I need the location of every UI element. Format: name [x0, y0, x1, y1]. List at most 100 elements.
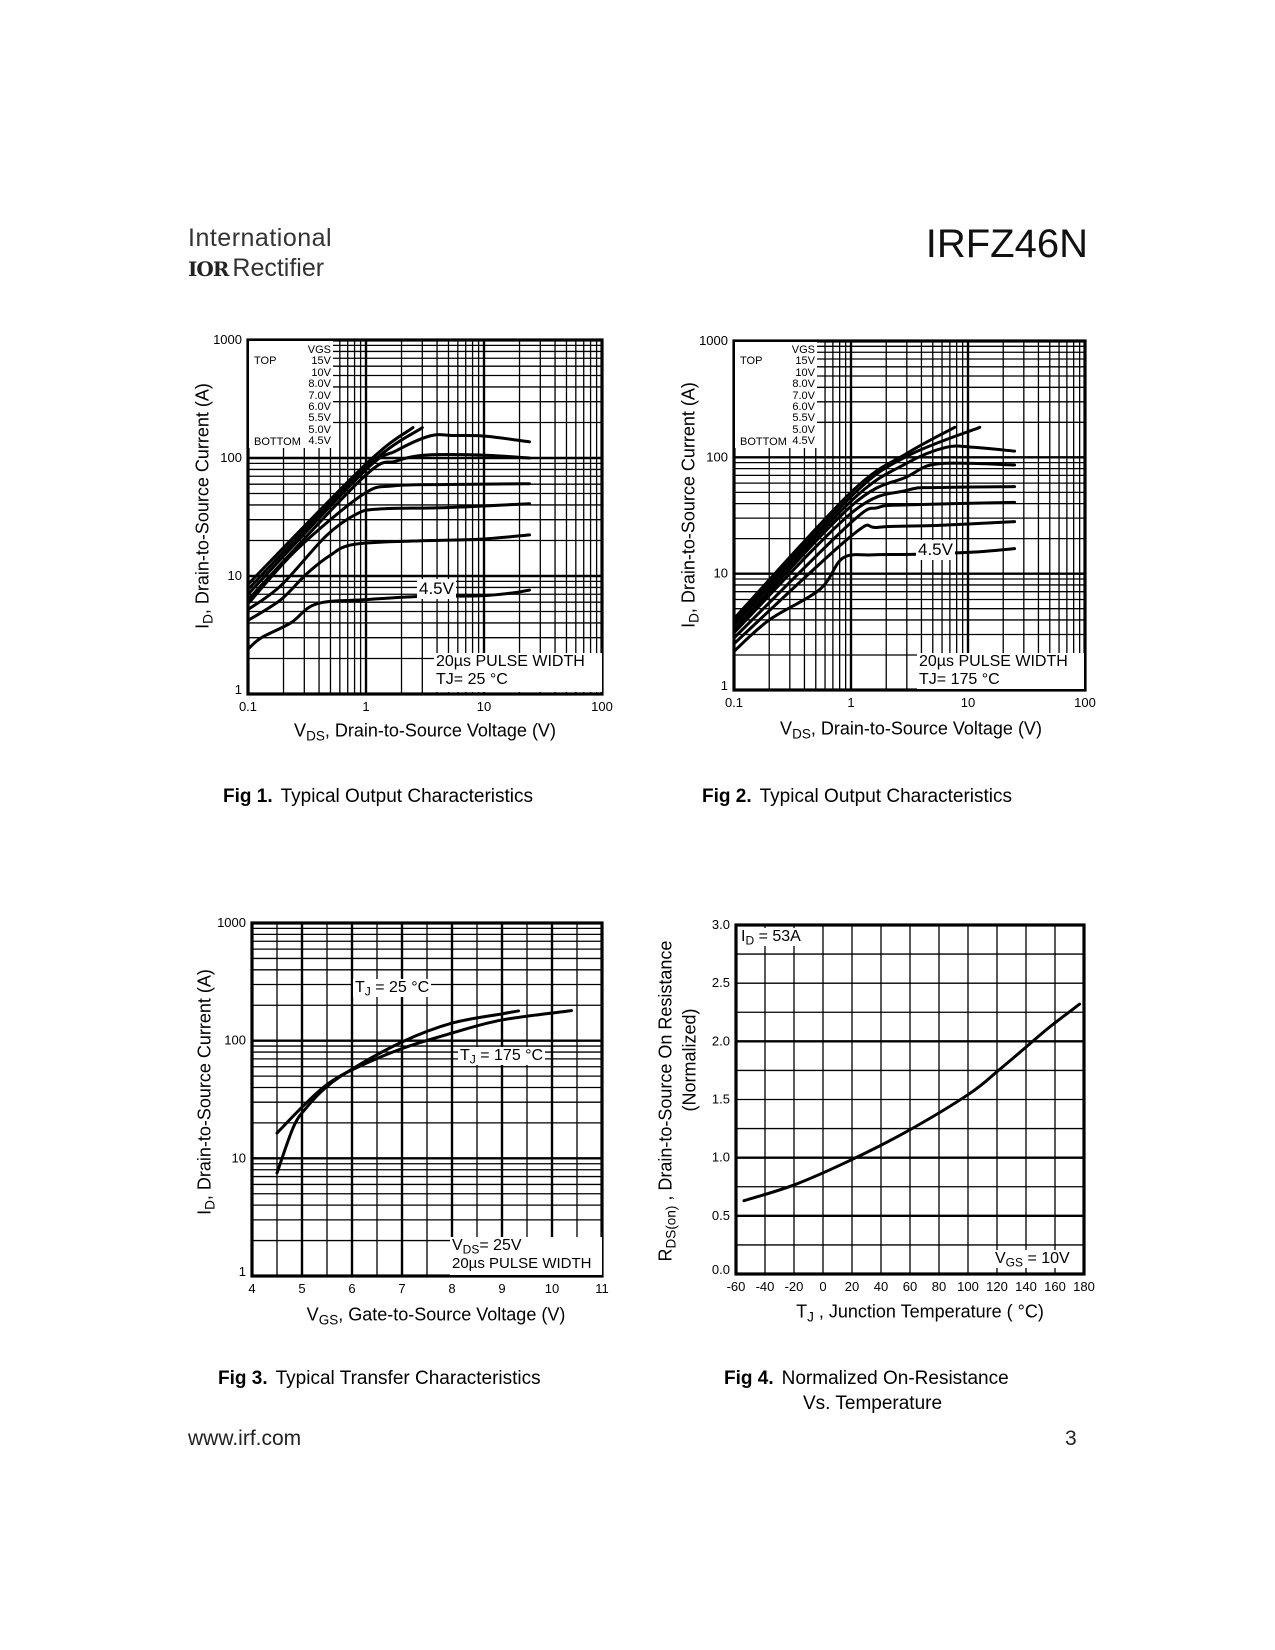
y-tick-label: 10 [228, 568, 242, 583]
fig1-caption: Fig 1. Typical Output Characteristics [223, 786, 533, 807]
pulse-width-note: 20µs PULSE WIDTH [452, 1255, 592, 1272]
y-tick-label: 1.5 [712, 1092, 730, 1107]
series-curve-80V [246, 433, 532, 596]
part-number-title: IRFZ46N [925, 222, 1088, 266]
legend-item: 8.0V [792, 378, 815, 391]
y-tick-label: 1 [239, 1264, 246, 1279]
temperature-note: TJ= 175 °C [919, 671, 1000, 688]
temperature-note: TJ= 25 °C [436, 671, 508, 688]
fig2-legend: TOP BOTTOM VGS 15V 10V 8.0V 7.0V 6.0V 5.… [735, 342, 817, 448]
footer-url[interactable]: www.irf.com [188, 1427, 302, 1450]
series-curve-70V [246, 452, 532, 602]
legend-item: 5.0V [792, 423, 815, 436]
fig2-legend-top: TOP [740, 355, 763, 367]
fig3-y-axis-label: ID, Drain-to-Source Current (A) [194, 969, 218, 1215]
legend-item: 8.0V [308, 378, 331, 391]
series-curve-TJ175C [275, 1009, 573, 1135]
legend-item: 15V [795, 355, 815, 368]
fig4-y-axis-label-line2: (Normalized) [679, 1008, 700, 1112]
y-tick-label: 1 [721, 678, 728, 693]
company-logo-line: IOR Rectifier [188, 254, 324, 283]
y-tick-label: 10 [714, 566, 728, 581]
y-tick-label: 2.5 [712, 975, 730, 990]
x-tick-label: -40 [756, 1279, 775, 1294]
legend-item: 5.0V [308, 423, 331, 436]
y-tick-label: 1000 [213, 332, 242, 347]
y-tick-label: 2.0 [712, 1033, 730, 1048]
series-curve-50V [246, 533, 532, 622]
fig2-y-axis-label: ID, Drain-to-Source Current (A) [678, 382, 702, 628]
series-curve-10V [732, 425, 982, 625]
fig3-x-axis-label: VGS, Gate-to-Source Voltage (V) [306, 1304, 566, 1328]
legend-item: 4.5V [308, 435, 331, 448]
fig1-y-axis-label: ID, Drain-to-Source Current (A) [192, 383, 216, 629]
legend-item: 4.5V [792, 435, 815, 448]
x-tick-label: 0.1 [239, 699, 257, 714]
x-tick-label: 80 [932, 1279, 946, 1294]
x-tick-label: -20 [785, 1279, 804, 1294]
fig2-legend-bottom: BOTTOM [740, 436, 787, 448]
plot-frame [250, 921, 604, 1278]
legend-title: VGS [791, 344, 815, 356]
fig1-legend-bottom: BOTTOM [254, 436, 301, 448]
series-curve-60V [246, 482, 532, 606]
x-tick-label: 100 [957, 1279, 979, 1294]
y-tick-label: 3.0 [712, 917, 730, 932]
fig4-y-axis-label: RDS(on) , Drain-to-Source On Resistance [655, 940, 679, 1262]
x-tick-label: 6 [348, 1281, 355, 1296]
series-curve-55V [246, 502, 532, 612]
y-tick-label: 1 [235, 682, 242, 697]
series-curve-60V [732, 485, 1017, 635]
legend-item: 5.5V [792, 412, 815, 425]
x-tick-label: 10 [545, 1281, 559, 1296]
x-tick-label: 7 [398, 1281, 405, 1296]
fig4-caption: Fig 4. Normalized On-Resistance [724, 1368, 1009, 1389]
series-curve-45V [246, 588, 532, 651]
fig4-id-annotation: ID = 53A [739, 928, 803, 948]
series-curve-50V [732, 520, 1017, 646]
legend-item: 6.0V [308, 401, 331, 414]
fig2-annotation: 20µs PULSE WIDTH TJ= 175 °C [917, 653, 1084, 689]
series-curve-70V [732, 461, 1017, 632]
y-tick-label: 1000 [699, 333, 728, 348]
fig2-legend-values: VGS 15V 10V 8.0V 7.0V 6.0V 5.5V 5.0V 4.5… [791, 344, 815, 448]
y-tick-label: 0.5 [712, 1208, 730, 1223]
plot-frame [732, 339, 1087, 692]
series-curve-15V [246, 426, 415, 586]
x-tick-label: 8 [448, 1281, 455, 1296]
fig4-caption-line2: Vs. Temperature [803, 1393, 943, 1414]
fig1-x-axis-label: VDS, Drain-to-Source Voltage (V) [294, 720, 556, 744]
fig2-curve-label: 4.5V [916, 540, 955, 560]
x-tick-label: 180 [1073, 1279, 1095, 1294]
legend-item: 7.0V [308, 389, 331, 402]
page-number: 3 [1065, 1427, 1077, 1450]
x-tick-label: 0.1 [725, 695, 743, 710]
x-tick-label: 11 [595, 1281, 609, 1296]
x-tick-label: 20 [845, 1279, 859, 1294]
x-tick-label: 1 [847, 695, 854, 710]
series-curve-TJ25C [275, 1009, 520, 1175]
x-tick-label: -60 [727, 1279, 746, 1294]
y-tick-label: 100 [220, 450, 242, 465]
x-tick-label: 4 [248, 1281, 255, 1296]
fig1-legend-values: VGS 15V 10V 8.0V 7.0V 6.0V 5.5V 5.0V 4.5… [307, 344, 331, 448]
legend-title: VGS [307, 344, 331, 356]
y-tick-label: 10 [232, 1150, 246, 1165]
fig3-caption: Fig 3. Typical Transfer Characteristics [218, 1368, 541, 1389]
y-tick-label: 0.0 [712, 1262, 730, 1277]
x-tick-label: 40 [874, 1279, 888, 1294]
x-tick-label: 1 [362, 699, 369, 714]
x-tick-label: 60 [903, 1279, 917, 1294]
x-tick-label: 100 [591, 699, 613, 714]
series-curve-15V [732, 425, 957, 621]
series-curve-10V [246, 426, 424, 591]
legend-item: 6.0V [792, 401, 815, 414]
y-tick-label: 1000 [217, 915, 246, 930]
legend-item: 10V [311, 366, 331, 379]
x-tick-label: 100 [1074, 695, 1096, 710]
legend-item: 15V [311, 355, 331, 368]
fig2-x-axis-label: VDS, Drain-to-Source Voltage (V) [780, 718, 1042, 742]
legend-item: 7.0V [792, 389, 815, 402]
company-name-line1: International [188, 224, 333, 252]
pulse-width-note: 20µs PULSE WIDTH [919, 653, 1068, 670]
